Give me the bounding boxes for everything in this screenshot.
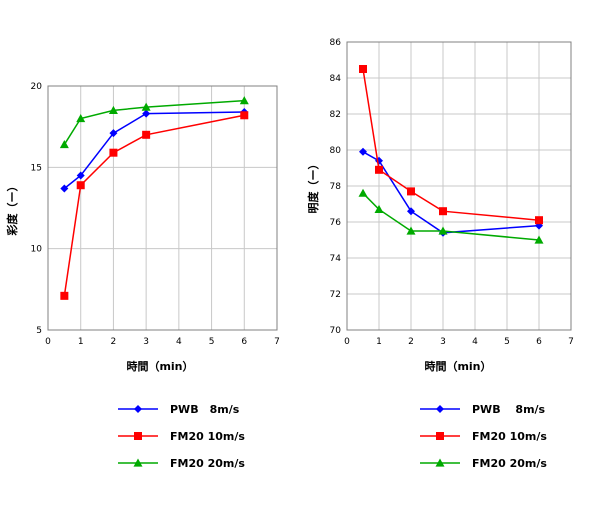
x-tick-label: 7 <box>568 337 574 347</box>
y-tick-label: 20 <box>31 82 43 92</box>
legend-label: PWB 8m/s <box>472 403 546 416</box>
data-point <box>359 65 367 73</box>
legend-marker <box>436 432 444 440</box>
x-axis-title: 時間（min） <box>424 359 491 373</box>
x-tick-label: 4 <box>176 337 182 347</box>
x-tick-label: 4 <box>472 337 478 347</box>
plot-frame <box>47 85 278 331</box>
y-tick-label: 5 <box>36 326 42 336</box>
data-point <box>76 171 85 180</box>
legend-entry: FM20 10m/s <box>118 430 245 443</box>
y-tick-label: 70 <box>330 326 342 336</box>
data-point <box>109 129 118 138</box>
data-point <box>534 235 544 244</box>
x-tick-label: 1 <box>78 337 84 347</box>
data-point <box>60 184 69 193</box>
x-tick-label: 5 <box>209 337 215 347</box>
x-tick-label: 0 <box>45 337 51 347</box>
legend-entry: PWB 8m/s <box>420 403 546 416</box>
data-point <box>141 102 151 111</box>
legend-marker <box>435 458 445 467</box>
y-tick-label: 80 <box>330 146 342 156</box>
legend-label: FM20 20m/s <box>472 457 547 470</box>
data-point <box>239 96 249 105</box>
data-point <box>109 148 118 157</box>
data-point <box>358 188 368 197</box>
x-tick-label: 5 <box>504 337 510 347</box>
grid <box>346 41 572 331</box>
data-point <box>59 140 69 149</box>
x-tick-label: 6 <box>536 337 542 347</box>
data-point <box>438 226 448 235</box>
x-axis-title: 時間（min） <box>126 359 193 373</box>
series-2 <box>359 65 543 225</box>
data-point <box>374 204 384 213</box>
series-line <box>362 68 540 221</box>
data-point <box>142 109 151 118</box>
data-point <box>407 207 415 216</box>
series-line <box>63 114 245 296</box>
x-tick-label: 3 <box>143 337 149 347</box>
data-point <box>375 165 383 174</box>
data-point <box>76 114 86 123</box>
y-tick-label: 78 <box>330 182 342 192</box>
data-point <box>375 156 383 165</box>
legend-entry: FM20 20m/s <box>420 457 547 470</box>
series-2 <box>60 111 249 300</box>
legend-entry: PWB 8m/s <box>118 403 240 416</box>
legend-marker <box>133 458 143 467</box>
legend-entry: FM20 20m/s <box>118 457 245 470</box>
data-point <box>60 291 69 300</box>
x-tick-label: 1 <box>376 337 382 347</box>
plot-frame <box>346 41 572 331</box>
y-tick-label: 74 <box>330 254 342 264</box>
legend-marker <box>134 432 142 440</box>
legend-entry: FM20 10m/s <box>420 430 547 443</box>
legend-label: FM20 10m/s <box>170 430 245 443</box>
legend-label: FM20 20m/s <box>170 457 245 470</box>
y-tick-label: 82 <box>330 110 341 120</box>
y-tick-label: 72 <box>330 290 341 300</box>
data-point <box>240 111 249 120</box>
series-line <box>63 111 245 190</box>
series-line <box>362 151 540 234</box>
y-tick-label: 86 <box>330 38 342 48</box>
x-tick-label: 2 <box>111 337 117 347</box>
series-3 <box>358 188 544 244</box>
chart-2: 0 1 2 3 4 5 6 7 70 72 74 76 78 80 82 84 86 時間（min） 明度（ー） PW… <box>306 38 574 470</box>
series-3 <box>59 96 249 149</box>
x-tick-label: 3 <box>440 337 446 347</box>
legend-marker <box>134 405 142 413</box>
data-point <box>108 105 118 114</box>
data-point <box>407 187 415 196</box>
y-tick-label: 15 <box>31 163 42 173</box>
series-1 <box>359 147 543 237</box>
data-point <box>142 130 151 139</box>
series-1 <box>60 108 249 193</box>
y-tick-label: 10 <box>31 245 43 255</box>
series-line <box>362 192 540 241</box>
x-tick-label: 2 <box>408 337 414 347</box>
y-axis-title: 彩度（ー） <box>5 181 19 237</box>
series-line <box>63 99 245 145</box>
data-point <box>535 216 543 225</box>
legend-label: FM20 10m/s <box>472 430 547 443</box>
x-tick-label: 0 <box>344 337 350 347</box>
chart-1: 0 1 2 3 4 5 6 7 5 10 15 20 時間（min） 彩度（ー） PWB 8m/s FM20 … <box>5 82 280 470</box>
x-tick-label: 6 <box>241 337 247 347</box>
y-tick-label: 76 <box>330 218 342 228</box>
legend-marker <box>436 405 444 413</box>
x-tick-label: 7 <box>274 337 280 347</box>
data-point <box>76 181 85 190</box>
data-point <box>406 226 416 235</box>
data-point <box>439 207 447 216</box>
y-tick-label: 84 <box>330 74 342 84</box>
legend-label: PWB 8m/s <box>170 403 240 416</box>
y-axis-title: 明度（ー） <box>306 159 320 214</box>
grid <box>47 85 278 331</box>
data-point <box>359 147 367 156</box>
